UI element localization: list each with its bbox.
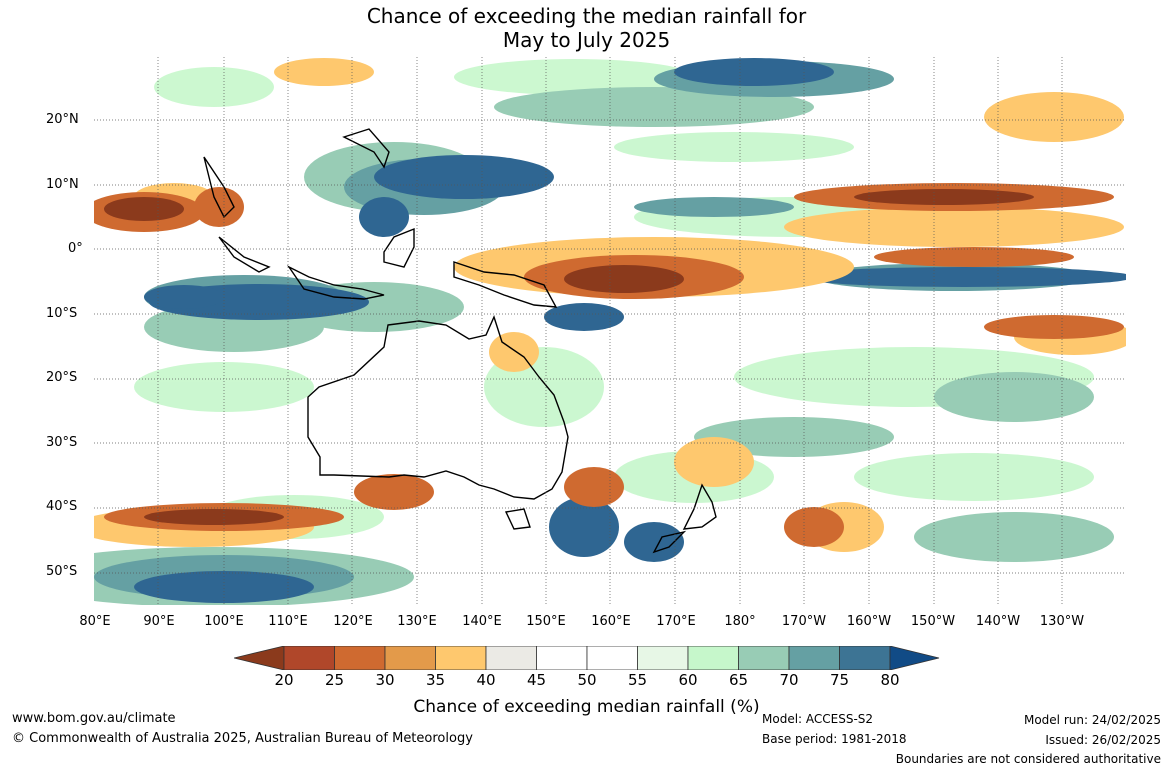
model-run-text: Model run: 24/02/2025 [1023, 713, 1161, 727]
legend-swatch [536, 646, 588, 670]
base-period-text: Base period: 1981-2018 [762, 732, 907, 746]
lon-label: 130°E [397, 614, 437, 629]
lat-label-10s: 10°S [46, 306, 78, 321]
legend-swatch [637, 646, 689, 670]
lon-label: 90°E [143, 614, 175, 629]
legend-title: Chance of exceeding median rainfall (%) [413, 697, 760, 717]
legend-tick-label: 30 [375, 671, 395, 689]
lat-label-20s: 20°S [46, 370, 78, 385]
lon-label: 80°E [79, 614, 111, 629]
legend-tick-label: 35 [425, 671, 446, 689]
lon-label: 170°E [656, 614, 696, 629]
dark-blue-patches [134, 58, 1126, 603]
lat-label-20n: 20°N [46, 112, 79, 127]
lon-label: 150°E [526, 614, 566, 629]
legend-swatch [435, 646, 487, 670]
legend-tick-label: 80 [880, 671, 900, 689]
legend-tick-label: 65 [728, 671, 749, 689]
lon-label: 120°E [333, 614, 373, 629]
legend-tick-label: 55 [627, 671, 648, 689]
graticule [94, 57, 1126, 605]
lat-label-50s: 50°S [46, 564, 78, 579]
lon-label: 110°E [268, 614, 308, 629]
website-link[interactable]: www.bom.gov.au/climate [12, 711, 176, 726]
lon-label: 180° [724, 614, 756, 629]
copyright-text: © Commonwealth of Australia 2025, Austra… [12, 731, 473, 746]
legend-tick-label: 70 [779, 671, 799, 689]
chart-title-line2: May to July 2025 [502, 28, 671, 52]
legend-swatch [283, 646, 335, 670]
legend-swatch [839, 646, 891, 670]
legend-swatch [738, 646, 790, 670]
chart-title-line1: Chance of exceeding the median rainfall … [366, 4, 807, 28]
lon-label: 100°E [204, 614, 244, 629]
legend-swatch [384, 646, 436, 670]
legend-tick-label: 25 [324, 671, 345, 689]
legend-tick-label: 60 [678, 671, 698, 689]
legend-tick-label: 40 [476, 671, 496, 689]
lat-label-30s: 30°S [46, 435, 78, 450]
rainfall-map [94, 57, 1126, 605]
legend-tick-label: 45 [526, 671, 547, 689]
legend-swatch [485, 646, 537, 670]
legend-colorbar [234, 646, 940, 670]
legend-swatch [788, 646, 840, 670]
dark-brown-patches [104, 189, 1034, 525]
lon-label: 140°W [975, 614, 1021, 629]
legend-swatch [586, 646, 638, 670]
lon-label: 140°E [462, 614, 502, 629]
issued-text: Issued: 26/02/2025 [1045, 733, 1161, 747]
lat-label-10n: 10°N [46, 177, 79, 192]
model-text: Model: ACCESS-S2 [762, 712, 874, 726]
lon-label: 130°W [1039, 614, 1085, 629]
lon-label: 150°W [910, 614, 956, 629]
legend-swatch [889, 646, 940, 670]
disclaimer-text: Boundaries are not considered authoritat… [895, 752, 1161, 766]
coastlines [203, 128, 717, 554]
legend-tick-label: 50 [577, 671, 597, 689]
legend-tick-label: 20 [274, 671, 294, 689]
lon-label: 160°W [846, 614, 892, 629]
legend-swatch [334, 646, 386, 670]
legend-swatch [234, 646, 285, 670]
lon-label: 170°W [781, 614, 827, 629]
lat-label-0: 0° [68, 241, 83, 256]
rainfall-map-svg [94, 57, 1126, 605]
legend-swatch [687, 646, 739, 670]
lat-label-40s: 40°S [46, 499, 78, 514]
lon-label: 160°E [591, 614, 631, 629]
legend-tick-label: 75 [829, 671, 850, 689]
